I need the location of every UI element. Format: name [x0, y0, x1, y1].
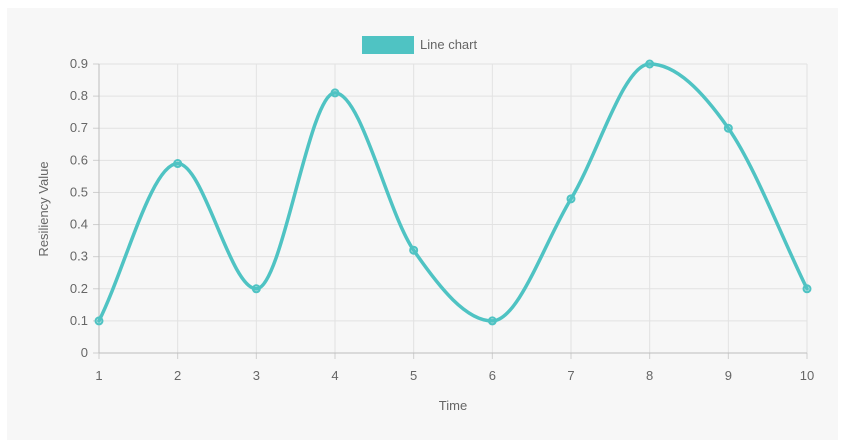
y-tick-label: 0.7: [70, 120, 88, 135]
data-point: [330, 88, 340, 98]
data-point: [802, 284, 812, 294]
y-tick-label: 0.2: [70, 281, 88, 296]
x-tick-label: 3: [253, 368, 260, 383]
data-point: [566, 194, 576, 204]
x-tick-label: 1: [95, 368, 102, 383]
y-tick-label: 0.6: [70, 152, 88, 167]
x-tick-label: 10: [800, 368, 814, 383]
x-tick-label: 5: [410, 368, 417, 383]
data-point: [645, 59, 655, 69]
data-point: [94, 316, 104, 326]
legend-label: Line chart: [420, 37, 477, 52]
y-tick-labels: 0 0.1 0.2 0.3 0.4 0.5 0.6 0.7 0.8 0.9: [70, 56, 88, 360]
y-tick-label: 0.5: [70, 184, 88, 199]
data-point: [723, 123, 733, 133]
data-point: [409, 245, 419, 255]
x-axis-title: Time: [439, 398, 467, 413]
y-tick-label: 0.1: [70, 313, 88, 328]
x-tick-label: 6: [489, 368, 496, 383]
y-axis-title: Resiliency Value: [36, 161, 51, 256]
series-group: [94, 59, 812, 326]
data-point: [173, 159, 183, 169]
x-tick-label: 9: [725, 368, 732, 383]
y-tick-label: 0.9: [70, 56, 88, 71]
x-tick-label: 8: [646, 368, 653, 383]
y-tick-label: 0.4: [70, 217, 88, 232]
grid-lines: [99, 63, 808, 353]
x-tick-label: 2: [174, 368, 181, 383]
chart-panel: [7, 8, 838, 440]
y-tick-label: 0.8: [70, 88, 88, 103]
x-tick-label: 7: [567, 368, 574, 383]
legend-swatch: [362, 36, 414, 54]
data-point: [251, 284, 261, 294]
series-line: [97, 62, 809, 323]
y-tick-label: 0: [81, 345, 88, 360]
axes: [93, 63, 808, 359]
legend[interactable]: Line chart: [362, 36, 477, 54]
y-tick-label: 0.3: [70, 249, 88, 264]
x-tick-labels: 1 2 3 4 5 6 7 8 9 10: [95, 368, 814, 383]
x-tick-label: 4: [331, 368, 338, 383]
data-point: [487, 316, 497, 326]
